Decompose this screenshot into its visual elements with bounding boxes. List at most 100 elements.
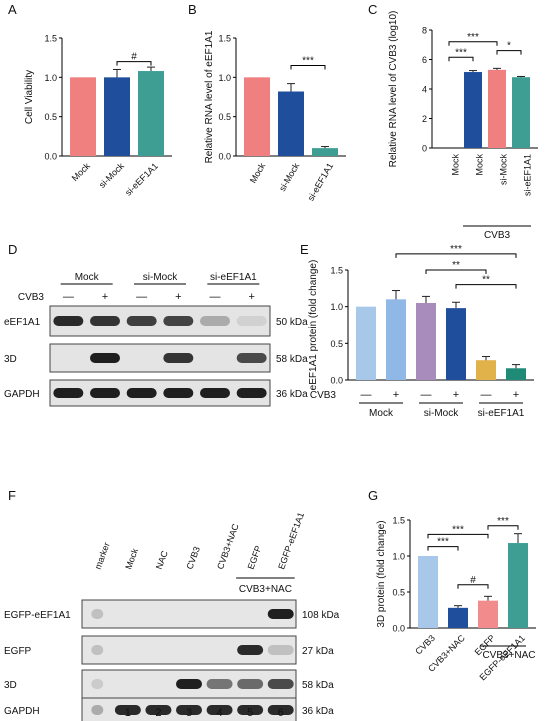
bar [278,91,304,156]
lane-number: 1 [125,707,131,719]
bar [416,303,436,380]
blot-sign: — [63,291,74,303]
blot-band [237,705,264,715]
y-tick-label: 6 [422,55,427,65]
blot-lane-label: marker [93,541,112,571]
blot-band [91,679,104,689]
bracket-C1 [448,56,474,62]
y-tick-label: 1.5 [330,266,343,276]
blot-lane-label: CVB3+NAC [215,522,241,571]
blot-kda-label: 58 kDa [302,680,334,691]
blot-band [91,609,104,619]
blot-protein-label: 3D [4,680,17,691]
blot-band [267,645,294,655]
blot-sub-label: CVB3+NAC [239,584,292,595]
x-tick-label: si-eEF1A1 [306,161,336,202]
blot-sign: — [210,291,221,303]
blot-kda-label: 36 kDa [276,389,308,400]
panel-letter-E: E [300,242,309,257]
blot-band [163,353,194,363]
y-tick-label: 0.0 [218,152,231,162]
bar [478,600,498,628]
bar [506,368,526,380]
sign-E: — [361,389,372,401]
x-tick-label: Mock [70,161,93,184]
lane-number: 3 [186,707,192,719]
x-tick-label: Mock [474,154,484,176]
x-tick-label: CVB3 [413,633,437,657]
blot-lane-label: EGFP-eEF1A1 [276,511,306,571]
blot-band [236,316,267,326]
bar [464,72,482,148]
bracket-E2 [425,269,487,274]
bar [418,556,438,628]
blot-band [176,705,202,715]
y-tick-label: 1.5 [44,34,57,44]
blot-strip [49,379,271,407]
blot-band [237,645,264,655]
blot-band [145,705,172,715]
bracket-G4 [487,525,519,530]
panel-letter-A: A [8,2,17,17]
blot-protein-label: EGFP [4,646,32,657]
y-tick-label: 0.0 [44,152,57,162]
blot-protein-label: eEF1A1 [4,317,41,328]
blot-strip [49,343,271,373]
bracket-B [290,65,326,70]
bar [446,308,466,380]
blot-strip [81,599,297,629]
x-tick-label: si-Mock [97,161,126,190]
blot-protein-label: GAPDH [4,389,40,400]
blot-protein-label: EGFP-eEF1A1 [4,610,71,621]
bar [476,360,496,380]
group-label-C: CVB3 [484,230,511,241]
bar [70,77,96,156]
bracket-C2 [448,41,498,46]
bar [512,77,530,148]
y-tick-label: 1.0 [218,73,231,83]
y-tick-label: 1.5 [392,516,405,526]
bracket-E3 [455,284,517,289]
blot-group-label: si-eEF1A1 [210,272,257,283]
bar [356,306,376,380]
blot-band [267,705,294,715]
blot-sign: + [248,291,254,303]
blot-band [267,609,294,619]
y-axis-label: eEF1A1 protein (fold change) [308,260,319,391]
blot-band [53,388,84,398]
y-tick-label: 1.0 [44,73,57,83]
significance-label: *** [497,516,509,527]
bracket-A [116,61,152,66]
bracket-G3 [457,584,489,589]
blot-band [90,353,120,363]
significance-label: ** [452,260,460,271]
sign-E: + [513,389,519,401]
blot-lane-label: NAC [154,549,170,571]
blot-strip [81,635,297,665]
blot-band [91,645,104,655]
significance-label: *** [452,524,464,535]
bracket-E1 [395,253,517,258]
blot-band [90,388,120,398]
bar [448,607,468,628]
blot-band [236,353,267,363]
blot-lane-label: CVB3 [184,545,201,571]
blot-band [114,705,141,715]
blot-kda-label: 50 kDa [276,317,308,328]
x-tick-label: si-eEF1A1 [522,154,532,196]
blot-kda-label: 108 kDa [302,610,340,621]
blot-band [90,316,120,326]
panel-letter-B: B [188,2,197,17]
blot-protein-label: 3D [4,354,17,365]
blot-band [126,388,157,398]
y-axis-label: Cell Viability [24,70,35,124]
y-tick-label: 0.5 [392,588,405,598]
bar [312,148,338,156]
significance-label: # [470,575,476,586]
blot-band [206,679,233,689]
panel-letter-G: G [368,488,378,503]
significance-label: *** [467,32,479,43]
blot-lane-label: Mock [123,547,140,571]
y-tick-label: 1.5 [218,34,231,44]
lane-number: 6 [278,707,284,719]
